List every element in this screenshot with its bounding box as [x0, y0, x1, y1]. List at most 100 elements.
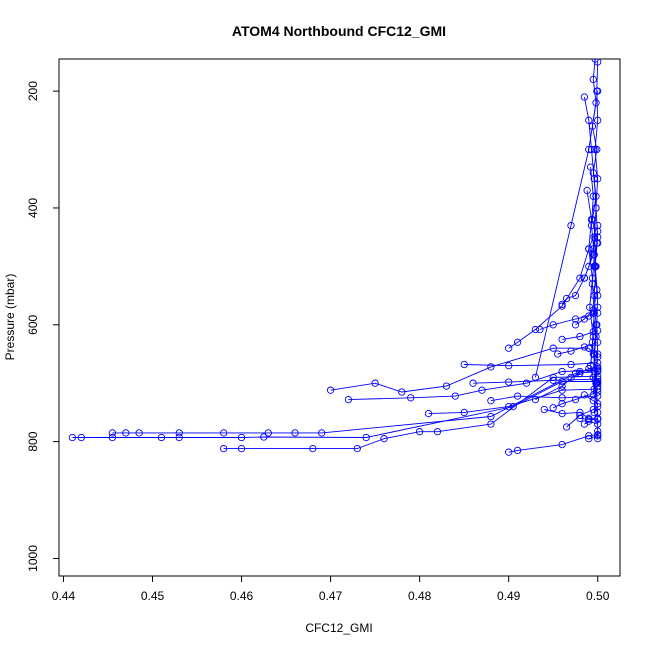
data-point: [478, 386, 486, 394]
data-point: [344, 395, 353, 404]
series-2: [108, 367, 602, 437]
data-point: [505, 448, 513, 456]
data-point: [522, 379, 531, 387]
data-point: [362, 433, 370, 442]
data-point: [589, 332, 597, 341]
series-34: [583, 186, 598, 393]
data-point: [589, 169, 597, 177]
data-point: [260, 433, 268, 441]
data-point: [558, 440, 566, 449]
data-point: [505, 378, 513, 386]
data-point: [487, 397, 495, 405]
data-point: [585, 245, 593, 253]
series-line: [591, 59, 598, 384]
x-tick-label: 0.44: [52, 589, 76, 603]
data-point: [175, 433, 183, 442]
data-point: [590, 251, 598, 259]
series-line: [557, 341, 598, 355]
data-point: [531, 373, 540, 382]
series-14: [505, 430, 602, 456]
data-point: [442, 382, 451, 390]
data-point: [469, 379, 477, 387]
data-point: [549, 404, 557, 412]
series-line: [348, 369, 598, 401]
data-point: [558, 382, 566, 390]
data-point: [558, 300, 566, 309]
data-point: [135, 429, 143, 437]
series-1: [68, 377, 602, 442]
data-point: [589, 192, 597, 200]
chart-title: ATOM4 Northbound CFC12_GMI: [232, 23, 446, 39]
data-point: [567, 347, 575, 355]
data-point: [549, 321, 557, 329]
series-line: [428, 388, 598, 415]
y-axis-label: Pressure (mbar): [3, 274, 17, 361]
data-point: [580, 274, 589, 282]
data-point: [291, 429, 299, 437]
data-point: [594, 408, 602, 417]
data-point: [576, 274, 584, 282]
x-tick-label: 0.45: [141, 589, 165, 603]
data-point: [590, 309, 598, 317]
data-point: [594, 435, 602, 443]
y-axis: 200 400 600 800 1000: [26, 81, 59, 572]
data-point: [586, 163, 595, 171]
data-point: [487, 420, 495, 428]
series-line: [586, 190, 595, 390]
data-point: [580, 343, 589, 351]
series-line: [535, 368, 598, 401]
data-point: [585, 417, 593, 425]
data-point: [175, 429, 183, 437]
series-line: [464, 362, 598, 367]
data-point: [513, 392, 522, 400]
data-point: [505, 402, 513, 411]
data-point: [220, 444, 228, 453]
data-point: [531, 395, 540, 404]
series-8: [469, 375, 602, 387]
data-point: [585, 116, 593, 124]
data-point: [576, 332, 584, 341]
data-point: [585, 435, 593, 443]
data-point: [318, 429, 326, 437]
series-3: [220, 372, 602, 453]
data-point: [558, 335, 566, 344]
data-point: [558, 394, 566, 402]
x-axis-label: CFC12_GMI: [305, 621, 372, 635]
data-point: [592, 192, 600, 200]
series-line: [223, 375, 598, 450]
data-point: [594, 175, 602, 183]
data-point: [562, 294, 571, 303]
data-point: [487, 412, 495, 421]
data-point: [585, 432, 593, 440]
data-point: [576, 369, 584, 377]
data-point: [487, 363, 495, 371]
y-tick-label: 200: [26, 81, 40, 101]
data-point: [108, 429, 117, 437]
data-point: [549, 376, 557, 384]
y-tick-label: 1000: [26, 545, 40, 572]
data-point: [398, 388, 406, 396]
series-line: [112, 371, 598, 434]
data-point: [513, 338, 522, 346]
series-line: [330, 347, 589, 393]
data-point: [505, 362, 513, 370]
data-point: [591, 59, 599, 63]
data-point: [594, 350, 602, 358]
data-point: [587, 215, 596, 224]
data-point: [220, 429, 228, 437]
y-tick-label: 600: [26, 314, 40, 334]
data-point: [571, 315, 580, 323]
data-point: [591, 262, 599, 271]
series-11: [531, 364, 602, 404]
data-point: [583, 186, 591, 195]
data-point: [531, 325, 540, 334]
data-point: [380, 435, 388, 443]
x-axis: 0.44 0.45 0.46 0.47 0.48 0.49 0.50: [52, 576, 610, 603]
data-point: [589, 75, 597, 84]
data-point: [505, 344, 513, 352]
plot-frame: [58, 58, 621, 577]
data-point: [591, 145, 599, 154]
data-point: [424, 409, 433, 418]
x-tick-label: 0.47: [319, 589, 343, 603]
data-point: [593, 87, 601, 95]
